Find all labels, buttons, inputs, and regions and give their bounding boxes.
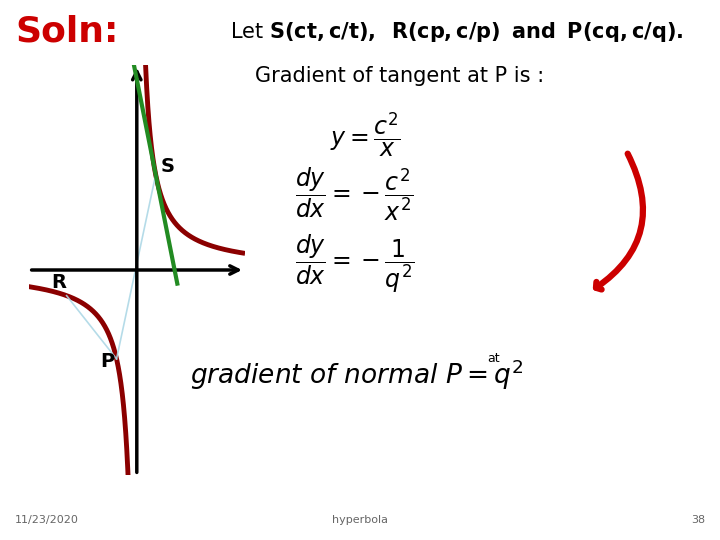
- Text: P: P: [100, 352, 114, 370]
- Text: Soln:: Soln:: [15, 15, 118, 49]
- Text: Gradient of tangent at P is :: Gradient of tangent at P is :: [255, 66, 544, 86]
- Text: $\mathit{gradient\ of\ normal}\ P = q^2$: $\mathit{gradient\ of\ normal}\ P = q^2$: [190, 357, 523, 392]
- Text: 38: 38: [691, 515, 705, 525]
- Text: $\dfrac{dy}{dx} = -\dfrac{c^2}{x^2}$: $\dfrac{dy}{dx} = -\dfrac{c^2}{x^2}$: [295, 165, 413, 223]
- Text: $\dfrac{dy}{dx} = -\dfrac{1}{q^2}$: $\dfrac{dy}{dx} = -\dfrac{1}{q^2}$: [295, 232, 414, 295]
- Text: Let $\mathit{\mathbf{S(ct,c/t),\;\;R(cp,c/p)\;\;and\;\;P(cq,c/q).}}$: Let $\mathit{\mathbf{S(ct,c/t),\;\;R(cp,…: [230, 20, 683, 44]
- Text: hyperbola: hyperbola: [332, 515, 388, 525]
- Text: at: at: [487, 352, 500, 365]
- Text: R: R: [52, 273, 67, 292]
- Text: $y = \dfrac{c^2}{x}$: $y = \dfrac{c^2}{x}$: [330, 110, 401, 159]
- Text: S: S: [161, 157, 175, 176]
- Text: 11/23/2020: 11/23/2020: [15, 515, 79, 525]
